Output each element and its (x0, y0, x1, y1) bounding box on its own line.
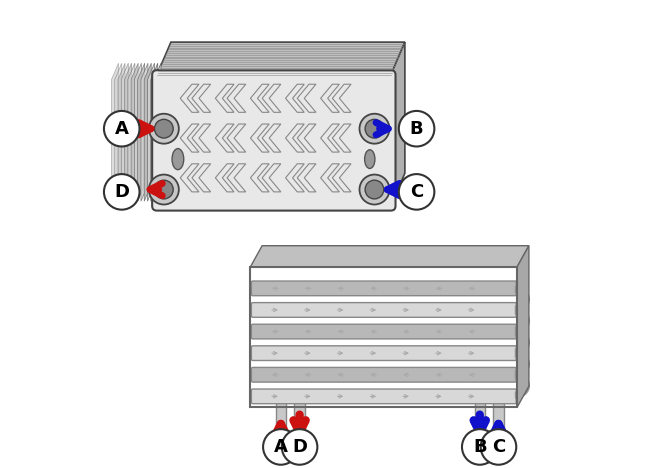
Circle shape (104, 174, 139, 210)
Ellipse shape (364, 150, 375, 168)
Text: A: A (115, 120, 129, 138)
Circle shape (365, 180, 384, 199)
Text: D: D (292, 438, 307, 456)
Polygon shape (112, 63, 118, 201)
Polygon shape (125, 63, 131, 201)
Circle shape (399, 111, 434, 146)
Text: D: D (114, 183, 129, 201)
Polygon shape (141, 63, 148, 201)
Polygon shape (118, 63, 125, 201)
Circle shape (263, 429, 298, 465)
Polygon shape (128, 63, 135, 201)
FancyBboxPatch shape (251, 367, 516, 382)
Text: C: C (410, 183, 423, 201)
Polygon shape (131, 63, 138, 201)
Circle shape (154, 180, 173, 199)
Text: B: B (473, 438, 486, 456)
Polygon shape (391, 42, 405, 206)
Circle shape (480, 429, 516, 465)
Circle shape (360, 114, 389, 144)
Text: B: B (410, 120, 424, 138)
Circle shape (365, 119, 384, 138)
FancyBboxPatch shape (251, 281, 516, 296)
FancyBboxPatch shape (251, 346, 516, 360)
Circle shape (399, 174, 434, 210)
Polygon shape (250, 246, 529, 267)
FancyBboxPatch shape (251, 303, 516, 317)
FancyBboxPatch shape (152, 70, 395, 211)
FancyBboxPatch shape (251, 389, 516, 404)
Polygon shape (147, 63, 154, 201)
FancyBboxPatch shape (251, 324, 516, 339)
Polygon shape (138, 63, 145, 201)
Circle shape (149, 175, 179, 205)
Circle shape (462, 429, 498, 465)
FancyBboxPatch shape (475, 398, 485, 454)
Circle shape (360, 175, 389, 205)
Polygon shape (135, 63, 141, 201)
FancyBboxPatch shape (294, 398, 305, 454)
Polygon shape (144, 63, 151, 201)
Polygon shape (115, 63, 121, 201)
FancyBboxPatch shape (276, 398, 286, 454)
Circle shape (282, 429, 317, 465)
Polygon shape (154, 63, 161, 201)
FancyBboxPatch shape (493, 398, 504, 454)
Polygon shape (517, 246, 529, 407)
Polygon shape (150, 63, 158, 201)
Circle shape (104, 111, 139, 146)
Polygon shape (121, 63, 128, 201)
Text: A: A (274, 438, 288, 456)
Ellipse shape (172, 149, 183, 170)
Circle shape (154, 119, 173, 138)
Text: C: C (492, 438, 505, 456)
Circle shape (149, 114, 179, 144)
Polygon shape (157, 42, 405, 75)
